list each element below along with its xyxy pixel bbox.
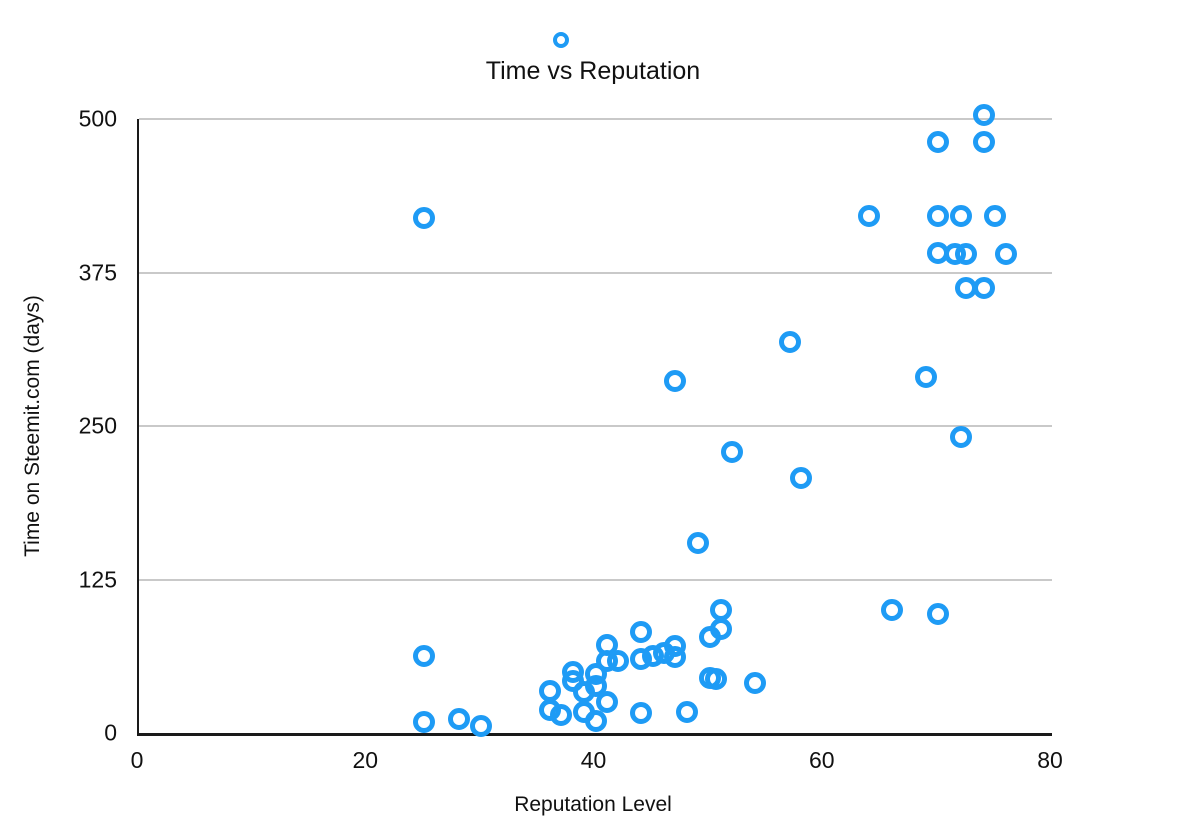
plot-area bbox=[137, 32, 1052, 737]
data-point bbox=[630, 702, 653, 725]
data-point bbox=[858, 205, 881, 227]
y-tick-label: 250 bbox=[78, 412, 117, 439]
data-point bbox=[561, 670, 584, 693]
data-point bbox=[983, 205, 1006, 227]
data-point bbox=[607, 649, 630, 672]
data-point bbox=[550, 703, 573, 726]
gridline bbox=[139, 425, 1052, 427]
data-point bbox=[915, 365, 938, 388]
x-axis-label: Reputation Level bbox=[514, 793, 672, 816]
data-point bbox=[710, 617, 733, 640]
gridline bbox=[139, 271, 1052, 274]
data-point bbox=[972, 104, 995, 127]
data-point bbox=[595, 691, 618, 714]
data-point bbox=[778, 331, 801, 354]
x-tick-label: 20 bbox=[352, 747, 379, 773]
data-point bbox=[664, 645, 687, 668]
data-point bbox=[705, 667, 728, 690]
data-point bbox=[949, 426, 972, 449]
gridline bbox=[139, 578, 1052, 581]
data-point bbox=[926, 602, 949, 625]
data-point bbox=[630, 621, 653, 644]
data-point bbox=[955, 243, 978, 266]
data-point bbox=[721, 440, 744, 463]
data-point bbox=[744, 671, 767, 694]
data-point bbox=[584, 709, 607, 732]
data-point bbox=[413, 207, 436, 230]
data-point bbox=[972, 277, 995, 300]
x-tick-label: 60 bbox=[808, 747, 835, 773]
data-point bbox=[413, 644, 436, 667]
data-point bbox=[675, 701, 698, 724]
y-tick-label: 0 bbox=[104, 719, 117, 746]
data-point bbox=[881, 599, 904, 622]
x-tick-label: 0 bbox=[130, 747, 144, 773]
x-tick-label: 80 bbox=[1037, 747, 1063, 773]
y-tick-label: 500 bbox=[78, 105, 117, 132]
data-point bbox=[926, 205, 949, 227]
y-tick-label: 125 bbox=[78, 566, 117, 592]
data-point bbox=[789, 466, 812, 489]
data-point bbox=[972, 131, 995, 154]
gridline bbox=[139, 118, 1052, 120]
data-point bbox=[447, 708, 470, 731]
data-point bbox=[687, 531, 710, 554]
data-point bbox=[584, 675, 607, 698]
y-tick-label: 375 bbox=[78, 259, 117, 285]
data-point bbox=[926, 131, 949, 154]
data-point bbox=[413, 710, 436, 733]
data-point bbox=[664, 369, 687, 392]
data-point bbox=[995, 243, 1018, 266]
data-point bbox=[553, 32, 570, 49]
data-point bbox=[949, 205, 972, 227]
x-tick-label: 40 bbox=[580, 747, 607, 773]
chart-title: Time vs Reputation bbox=[485, 57, 701, 85]
data-point bbox=[470, 714, 493, 737]
